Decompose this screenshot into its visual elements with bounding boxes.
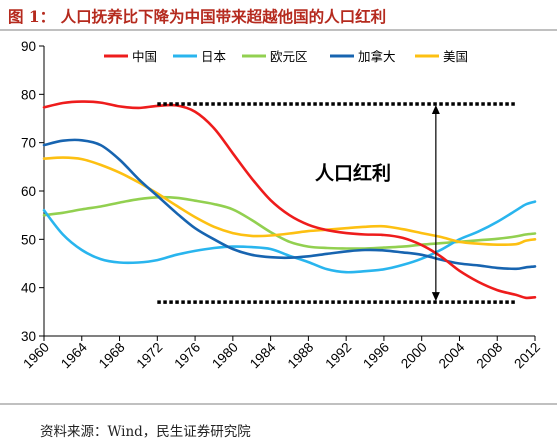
y-tick-label: 30 [21,329,36,344]
x-tick-label: 2008 [473,340,505,372]
series-line [42,195,537,250]
series-lines [42,100,537,300]
series-line [42,100,537,300]
x-tick-label: 1960 [20,340,52,372]
x-tick-label: 2004 [436,339,468,371]
legend-label: 加拿大 [358,49,396,64]
y-tick-label: 90 [21,39,36,54]
source-rule [0,403,557,405]
y-tick-label: 70 [21,136,36,151]
title-rule [0,29,557,31]
dividend-arrow-head-up [431,105,440,114]
x-tick-label: 2000 [398,340,430,372]
x-tick-label: 1988 [285,340,317,372]
dividend-label: 人口红利 [315,162,391,185]
x-tick-label: 1964 [58,339,90,371]
x-tick-label: 1972 [134,340,166,372]
x-tick-label: 1992 [322,340,354,372]
y-tick-label: 40 [21,281,36,296]
legend-label: 美国 [443,49,468,64]
y-tick-label: 80 [21,87,36,102]
series-line [42,156,537,247]
x-tick-label: 1980 [209,340,241,372]
legend-label: 欧元区 [270,49,308,64]
chart-legend: 中国 日本 欧元区 加拿大 美国 [104,49,468,64]
dividend-annotation: 人口红利 [157,102,517,304]
y-tick-label: 50 [21,232,36,247]
x-tick-label: 1996 [360,340,392,372]
x-tick-label: 1968 [96,340,128,372]
x-tick-label: 2012 [511,340,543,372]
x-tick-label: 1984 [247,339,279,371]
y-tick-label: 60 [21,184,36,199]
series-line [42,200,537,274]
series-line [42,138,537,271]
figure-title: 图 1： 人口抚养比下降为中国带来超越他国的人口红利 [8,7,387,26]
dividend-arrow-head-down [431,292,440,302]
x-tick-label: 1976 [171,340,203,372]
legend-label: 中国 [132,49,157,64]
source-note: 资料来源：Wind，民生证券研究院 [40,424,251,440]
legend-label: 日本 [201,49,227,64]
